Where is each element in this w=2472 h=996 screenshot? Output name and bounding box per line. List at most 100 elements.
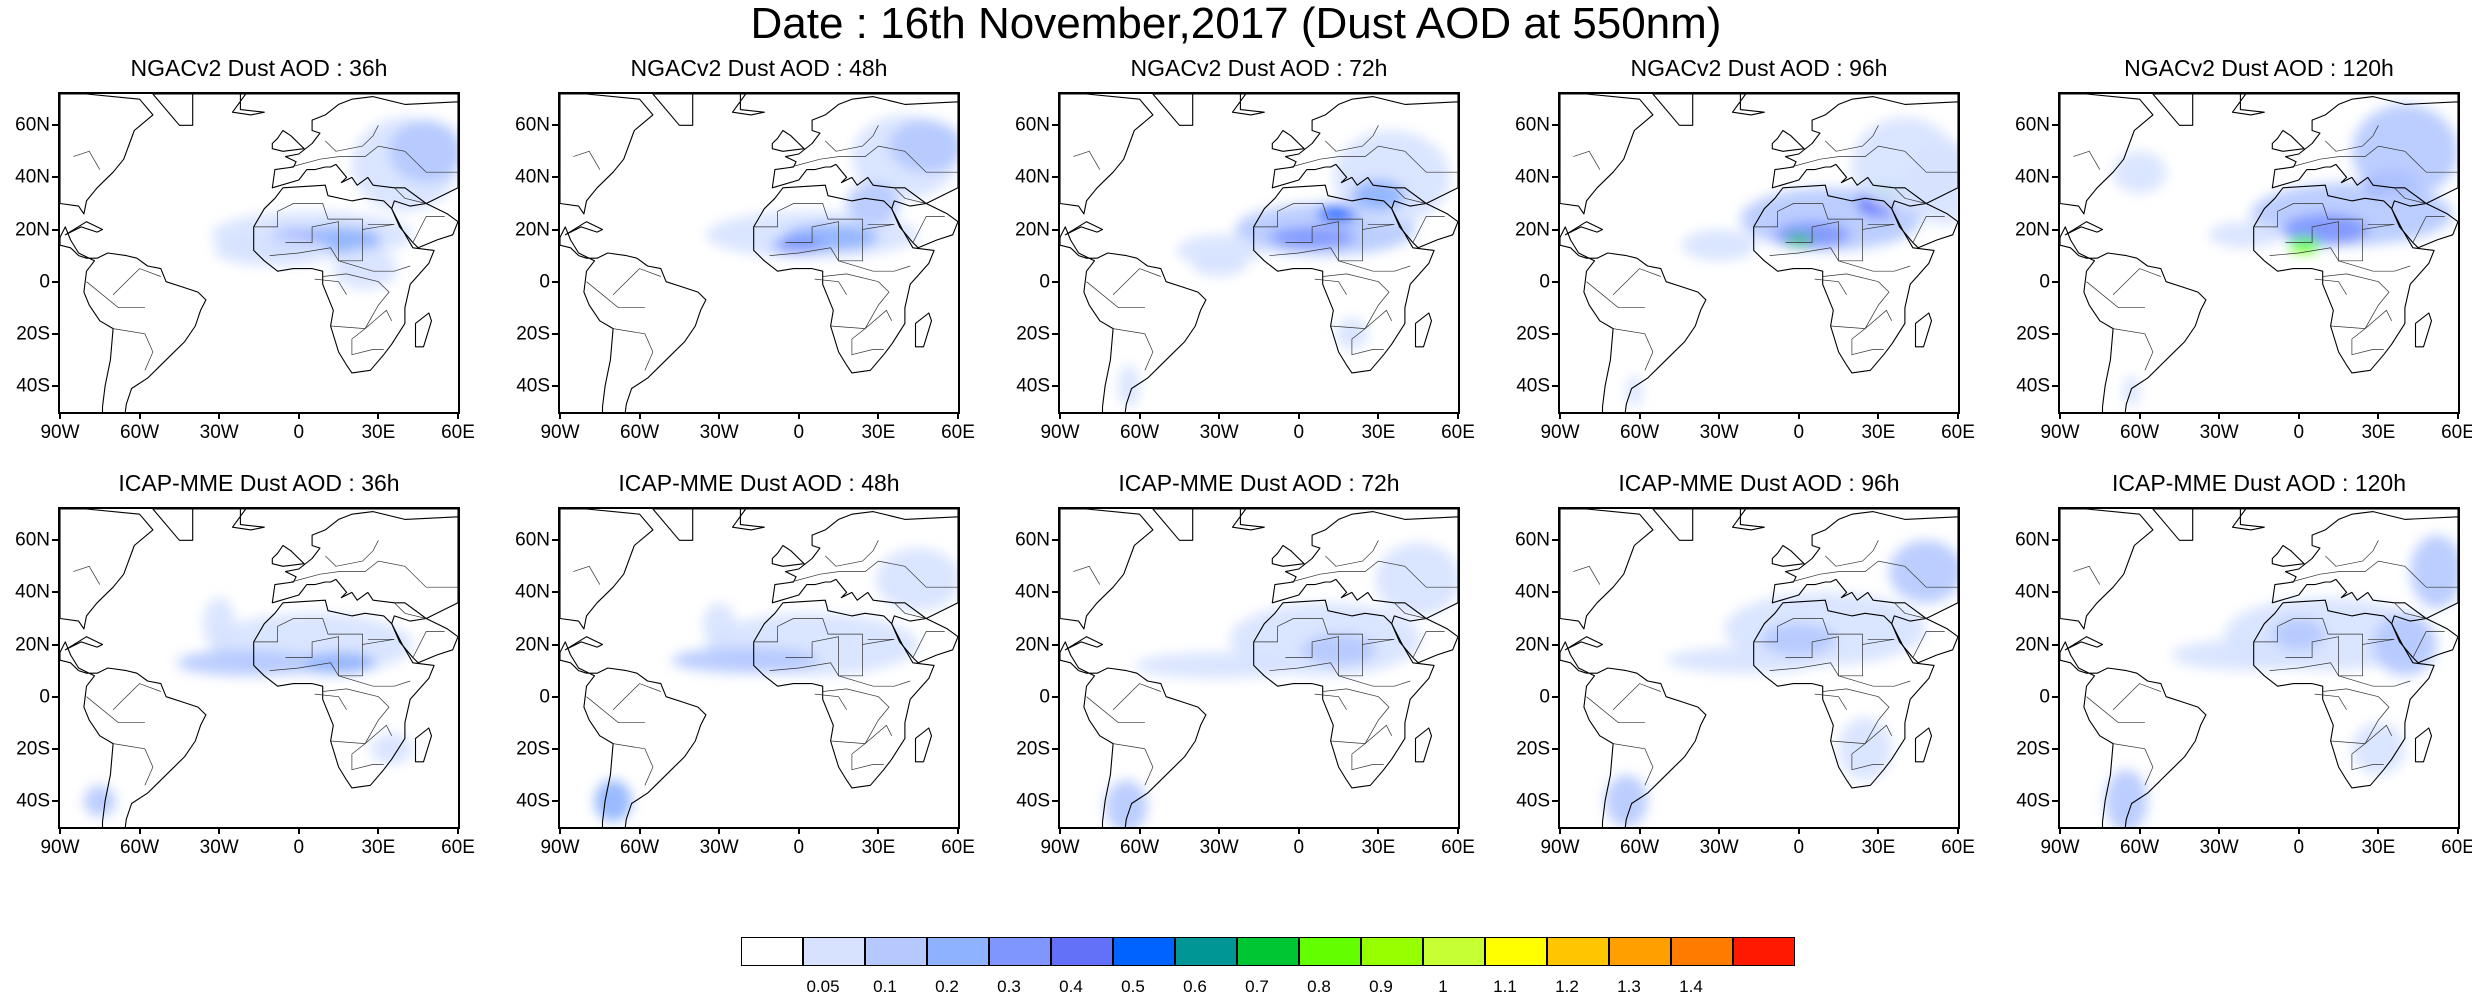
lat-tick-label: 60N	[15, 529, 50, 551]
country-border	[112, 268, 161, 295]
country-border	[2330, 309, 2393, 329]
lon-tick	[1638, 827, 1641, 834]
dust-plume	[772, 237, 826, 253]
dust-aod-field	[705, 114, 958, 259]
lon-tick	[1377, 827, 1380, 834]
country-borders	[1073, 540, 1458, 786]
dust-plume	[1317, 206, 1360, 222]
coastline	[1771, 129, 1805, 152]
lat-tick	[1552, 280, 1558, 283]
lat-tick	[52, 228, 58, 231]
lon-tick	[1877, 827, 1880, 834]
country-border	[2290, 560, 2458, 588]
lat-tick	[552, 539, 558, 542]
lat-tick-label: 40N	[2015, 166, 2050, 188]
country-border	[573, 565, 601, 585]
lon-tick-label: 60E	[941, 837, 975, 858]
lat-tick-label: 60N	[15, 114, 50, 136]
coastline	[2414, 312, 2433, 348]
country-border	[86, 696, 145, 724]
dust-plume	[2373, 613, 2437, 676]
lon-tick	[2218, 827, 2221, 834]
lon-tick-label: 30W	[1699, 837, 1739, 858]
coastline	[1271, 129, 1305, 152]
lon-tick-label: 30E	[1861, 422, 1896, 443]
colorbar-label: 0.9	[1369, 977, 1393, 996]
map-panel: ICAP-MME Dust AOD : 72h 60N 40N 20N 0 20S 40S 9…	[1015, 472, 1475, 872]
dust-plume	[1682, 229, 1757, 261]
country-border	[2322, 688, 2390, 771]
coastline	[2414, 727, 2433, 763]
country-border	[1573, 565, 1601, 585]
country-border	[1322, 688, 1390, 771]
lon-tick-label: 60W	[1120, 422, 1160, 443]
country-border	[1412, 216, 1445, 243]
lon-tick-label: 90W	[1040, 837, 1080, 858]
coastline	[560, 94, 654, 215]
lon-tick-label: 90W	[1040, 422, 1080, 443]
lon-tick	[2059, 412, 2061, 419]
lon-tick	[957, 827, 959, 834]
country-border	[2394, 602, 2427, 619]
lat-tick	[1052, 332, 1058, 335]
country-border	[1612, 683, 1661, 710]
country-border	[314, 278, 347, 295]
lat-tick-label: 0	[39, 271, 50, 293]
lon-tick	[2457, 827, 2459, 834]
country-border	[1269, 662, 1411, 687]
country-border	[1314, 278, 1347, 295]
coastline	[1652, 509, 1958, 620]
lat-tick	[1052, 799, 1058, 802]
country-border	[1753, 203, 1895, 230]
coastline	[1753, 599, 1935, 789]
coastline	[564, 221, 604, 236]
lon-tick	[218, 827, 221, 834]
lon-tick-label: 30W	[699, 422, 739, 443]
coastline	[60, 94, 154, 215]
country-border	[325, 125, 379, 152]
coastline	[1064, 221, 1104, 236]
country-border	[330, 309, 393, 329]
coastline	[1560, 509, 1654, 630]
country-border	[290, 560, 458, 588]
lon-tick-label: 60W	[1620, 422, 1660, 443]
map-canvas	[560, 509, 958, 827]
lon-tick	[1377, 412, 1380, 419]
lat-tick-label: 20N	[2015, 634, 2050, 656]
country-border	[1573, 150, 1601, 170]
panel-title: NGACv2 Dust AOD : 36h	[130, 55, 388, 81]
country-border	[894, 187, 927, 204]
coastlines	[1060, 509, 1458, 827]
map-frame	[1058, 92, 1460, 414]
coastline	[560, 641, 707, 827]
lon-tick	[957, 412, 959, 419]
lat-tick	[1052, 695, 1058, 698]
lat-tick-label: 60N	[515, 114, 550, 136]
coastline	[1560, 94, 1654, 215]
map-panel: ICAP-MME Dust AOD : 36h 60N 40N 20N 0 20S 40S 9…	[15, 470, 475, 872]
lat-tick	[2052, 332, 2058, 335]
lat-tick-label: 20S	[16, 738, 50, 760]
lon-tick	[138, 412, 141, 419]
dust-plume	[389, 120, 458, 183]
lon-tick	[1457, 412, 1459, 419]
colorbar-label: 1.3	[1617, 977, 1641, 996]
lat-tick	[1552, 384, 1558, 387]
country-border	[1822, 688, 1890, 771]
country-border	[2412, 216, 2445, 243]
lat-tick-label: 40N	[15, 166, 50, 188]
panel-title: ICAP-MME Dust AOD : 36h	[118, 470, 400, 496]
country-border	[1912, 631, 1945, 658]
lat-tick	[52, 643, 58, 646]
lon-tick	[559, 412, 561, 419]
lon-tick-label: 30E	[861, 422, 896, 443]
country-border	[2325, 540, 2379, 567]
lon-tick-label: 60E	[2441, 422, 2472, 443]
coastline	[2064, 221, 2104, 236]
dust-plume	[2282, 213, 2368, 246]
country-border	[1753, 618, 1895, 645]
country-border	[912, 216, 945, 243]
lon-tick	[1797, 827, 1800, 834]
lat-tick	[552, 280, 558, 283]
country-border	[1912, 216, 1945, 243]
